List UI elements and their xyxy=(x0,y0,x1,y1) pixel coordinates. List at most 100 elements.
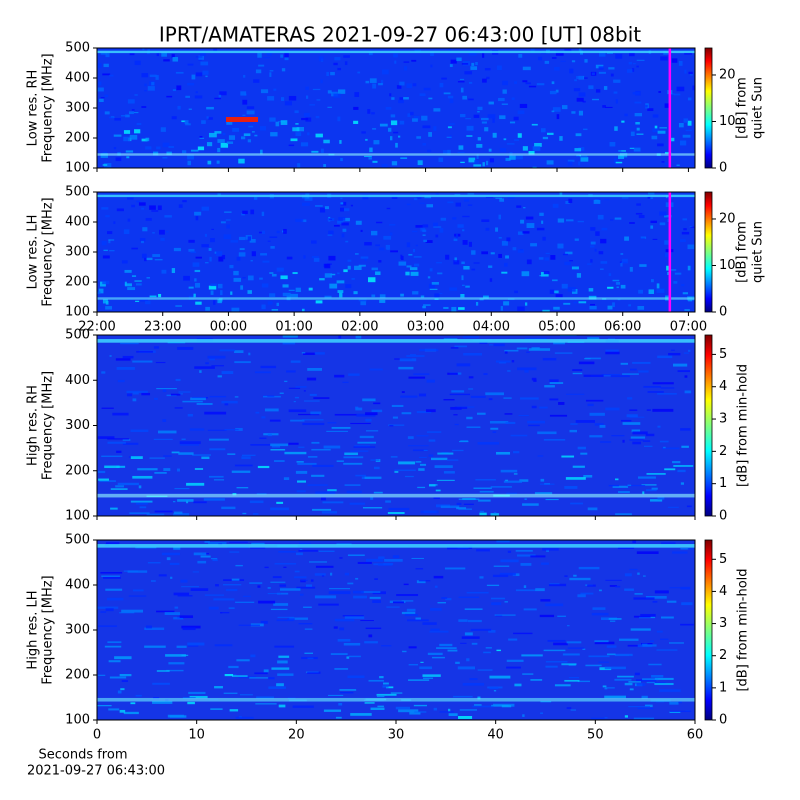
texture xyxy=(408,445,429,447)
texture xyxy=(104,465,120,469)
texture xyxy=(383,563,394,566)
texture xyxy=(436,479,455,481)
texture xyxy=(341,208,350,212)
texture xyxy=(481,117,489,121)
texture xyxy=(506,492,518,495)
texture xyxy=(447,201,454,204)
texture xyxy=(320,79,323,84)
texture xyxy=(636,133,644,135)
texture xyxy=(135,694,142,697)
texture xyxy=(673,281,678,284)
texture xyxy=(336,280,345,284)
texture xyxy=(288,409,307,413)
texture xyxy=(466,591,489,594)
texture xyxy=(280,54,283,58)
texture xyxy=(501,271,508,274)
texture xyxy=(687,97,692,101)
texture xyxy=(394,471,399,473)
texture xyxy=(201,206,210,211)
texture xyxy=(271,273,277,277)
texture xyxy=(399,120,405,125)
texture xyxy=(669,587,681,589)
texture xyxy=(209,358,215,361)
texture xyxy=(545,665,558,668)
texture xyxy=(582,100,586,103)
x-tick-label: 60 xyxy=(687,728,704,743)
texture xyxy=(420,295,425,298)
texture xyxy=(275,121,280,127)
texture xyxy=(269,70,274,72)
texture xyxy=(235,427,243,431)
texture xyxy=(327,489,337,492)
texture xyxy=(357,71,361,74)
texture xyxy=(514,683,522,687)
texture xyxy=(321,511,337,514)
texture xyxy=(598,51,606,57)
texture xyxy=(561,455,575,458)
texture xyxy=(288,387,301,389)
texture xyxy=(615,53,623,59)
texture xyxy=(545,603,564,607)
texture xyxy=(504,262,508,267)
texture xyxy=(379,123,388,127)
band xyxy=(97,493,695,498)
y-tick-label: 400 xyxy=(65,578,90,593)
texture xyxy=(292,272,298,275)
texture xyxy=(196,403,213,405)
texture xyxy=(339,557,343,559)
texture xyxy=(411,557,424,560)
texture xyxy=(443,92,451,95)
texture xyxy=(197,146,205,151)
texture xyxy=(326,71,329,77)
texture xyxy=(321,575,325,577)
texture xyxy=(270,507,289,511)
texture xyxy=(105,52,110,58)
texture xyxy=(160,237,165,241)
colorbar xyxy=(704,539,713,721)
texture xyxy=(163,59,170,62)
texture xyxy=(230,291,233,295)
texture xyxy=(132,360,153,363)
texture xyxy=(576,97,584,102)
texture xyxy=(274,460,285,462)
texture xyxy=(289,617,309,620)
texture xyxy=(578,147,585,151)
texture xyxy=(396,594,419,597)
y-tick-label: 500 xyxy=(65,41,90,56)
texture xyxy=(215,251,223,256)
texture xyxy=(585,664,602,667)
texture xyxy=(574,238,579,241)
y-axis-label: High res. RH xyxy=(26,385,41,466)
colorbar-label: [dB] from xyxy=(735,77,750,139)
texture xyxy=(234,361,251,364)
texture xyxy=(337,638,351,642)
texture xyxy=(392,601,404,604)
texture xyxy=(261,304,266,310)
texture xyxy=(390,456,398,458)
texture xyxy=(249,582,263,584)
texture xyxy=(197,560,207,564)
texture xyxy=(107,441,126,444)
texture xyxy=(462,682,485,686)
texture xyxy=(132,398,137,402)
texture xyxy=(629,266,633,272)
texture xyxy=(105,588,123,591)
texture xyxy=(230,240,239,243)
texture xyxy=(575,133,582,137)
texture xyxy=(171,54,175,58)
texture xyxy=(619,638,639,641)
texture xyxy=(201,244,209,248)
texture xyxy=(271,445,281,448)
texture xyxy=(580,157,589,162)
texture xyxy=(240,285,244,290)
texture xyxy=(374,466,380,470)
texture xyxy=(337,290,344,293)
spectrogram-background xyxy=(97,540,695,720)
texture xyxy=(652,600,658,603)
texture xyxy=(108,239,115,241)
texture xyxy=(266,52,272,56)
texture xyxy=(260,253,267,256)
texture xyxy=(451,306,457,312)
texture xyxy=(671,58,678,63)
texture xyxy=(278,655,290,658)
